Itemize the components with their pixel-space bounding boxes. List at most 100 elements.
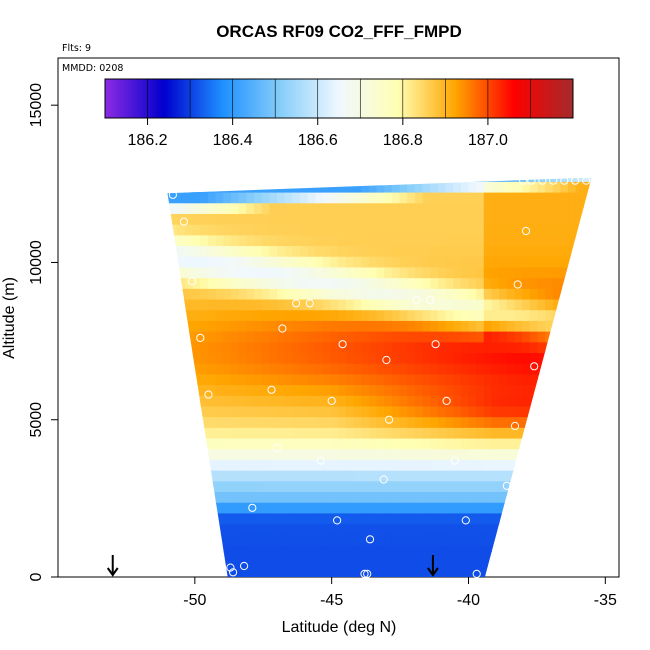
heatmap-cell [368,534,378,546]
colorbar-segment [337,79,340,118]
heatmap-cell [215,298,224,311]
heatmap-cell [253,266,263,279]
heatmap-cell [253,512,263,525]
heatmap-cell [315,266,324,279]
heatmap-cell [514,405,523,418]
heatmap-cell [499,331,508,343]
heatmap-cell [568,213,577,225]
heatmap-cell [238,384,247,396]
heatmap-cell [299,437,309,450]
heatmap-cell [200,416,209,428]
heatmap-cell [230,266,240,279]
heatmap-cell [284,288,293,300]
heatmap-cell [537,309,546,321]
heatmap-cell [246,491,255,503]
heatmap-cell [353,224,362,236]
heatmap-cell [514,309,523,321]
heatmap-cell [445,437,454,450]
heatmap-cell [253,256,263,268]
heatmap-cell [476,266,485,279]
heatmap-cell [422,202,431,214]
heatmap-cell [407,245,416,257]
colorbar-segment [333,79,336,118]
heatmap-cell [568,177,577,182]
heatmap-cell [460,298,470,311]
heatmap-cell [529,298,539,311]
heatmap-cell [422,213,431,225]
heatmap-cell [391,288,401,300]
colorbar-segment [524,79,527,118]
heatmap-cell [200,309,209,321]
heatmap-cell [353,566,362,577]
heatmap-cell [422,288,431,300]
colorbar-segment [438,79,441,118]
heatmap-cell [422,480,431,493]
heatmap-cell [468,288,477,300]
heatmap-cell [491,234,500,247]
heatmap-cell [368,470,378,482]
heatmap-cell [430,384,439,396]
heatmap-cell [299,234,309,247]
heatmap-cell [560,181,569,193]
heatmap-cell [453,341,462,354]
observation-point [450,456,459,465]
heatmap-cell [299,523,309,535]
heatmap-cell [238,427,247,439]
heatmap-cell [430,427,439,439]
colorbar-segment [571,79,574,118]
heatmap-cell [246,566,255,577]
heatmap-cell [299,512,309,525]
heatmap-cell [299,192,309,204]
heatmap-cell [537,234,546,247]
heatmap-cell [215,352,224,364]
heatmap-cell [292,309,301,321]
heatmap-cell [253,437,263,450]
heatmap-cell [246,192,255,204]
heatmap-cell [167,192,171,204]
colorbar-segment [241,79,245,118]
heatmap-cell [192,256,201,268]
heatmap-cell [430,523,439,535]
heatmap-cell [376,245,385,257]
heatmap-cell [353,309,362,321]
heatmap-cell [184,309,194,321]
colorbar-segment [200,79,203,118]
colorbar-segment [421,79,425,118]
heatmap-cell [430,256,439,268]
heatmap-cell [499,309,508,321]
colorbar-segment [306,79,309,118]
heatmap-cell [215,373,224,386]
heatmap-cell [223,245,232,257]
heatmap-cell [483,341,493,354]
heatmap-cell [269,309,278,321]
heatmap-cell [276,395,286,407]
heatmap-cell [184,224,194,236]
colorbar-segment [106,79,110,118]
heatmap-cell [361,266,370,279]
heatmap-cell [491,512,500,525]
observation-point [267,385,276,394]
heatmap-cell [407,395,416,407]
heatmap-cell [430,448,439,460]
heatmap-cell [276,459,286,471]
colorbar-segment [533,79,536,118]
heatmap-cell [307,555,316,567]
heatmap-cell [230,256,240,268]
heatmap-cell [376,373,385,386]
heatmap-cell [391,352,401,364]
heatmap-cell [537,224,546,236]
heatmap-cell [345,502,355,514]
heatmap-cell [399,566,408,577]
heatmap-cell [583,181,592,193]
heatmap-cell [330,523,339,535]
heatmap-cell [207,437,217,450]
heatmap-cell [368,192,378,204]
heatmap-cell [376,331,385,343]
heatmap-cell [437,512,447,525]
heatmap-cell [353,480,362,493]
heatmap-cell [238,309,247,321]
heatmap-cell [230,331,240,343]
heatmap-cell [284,192,293,204]
heatmap-cell [376,363,385,375]
colorbar-segment [148,79,151,118]
